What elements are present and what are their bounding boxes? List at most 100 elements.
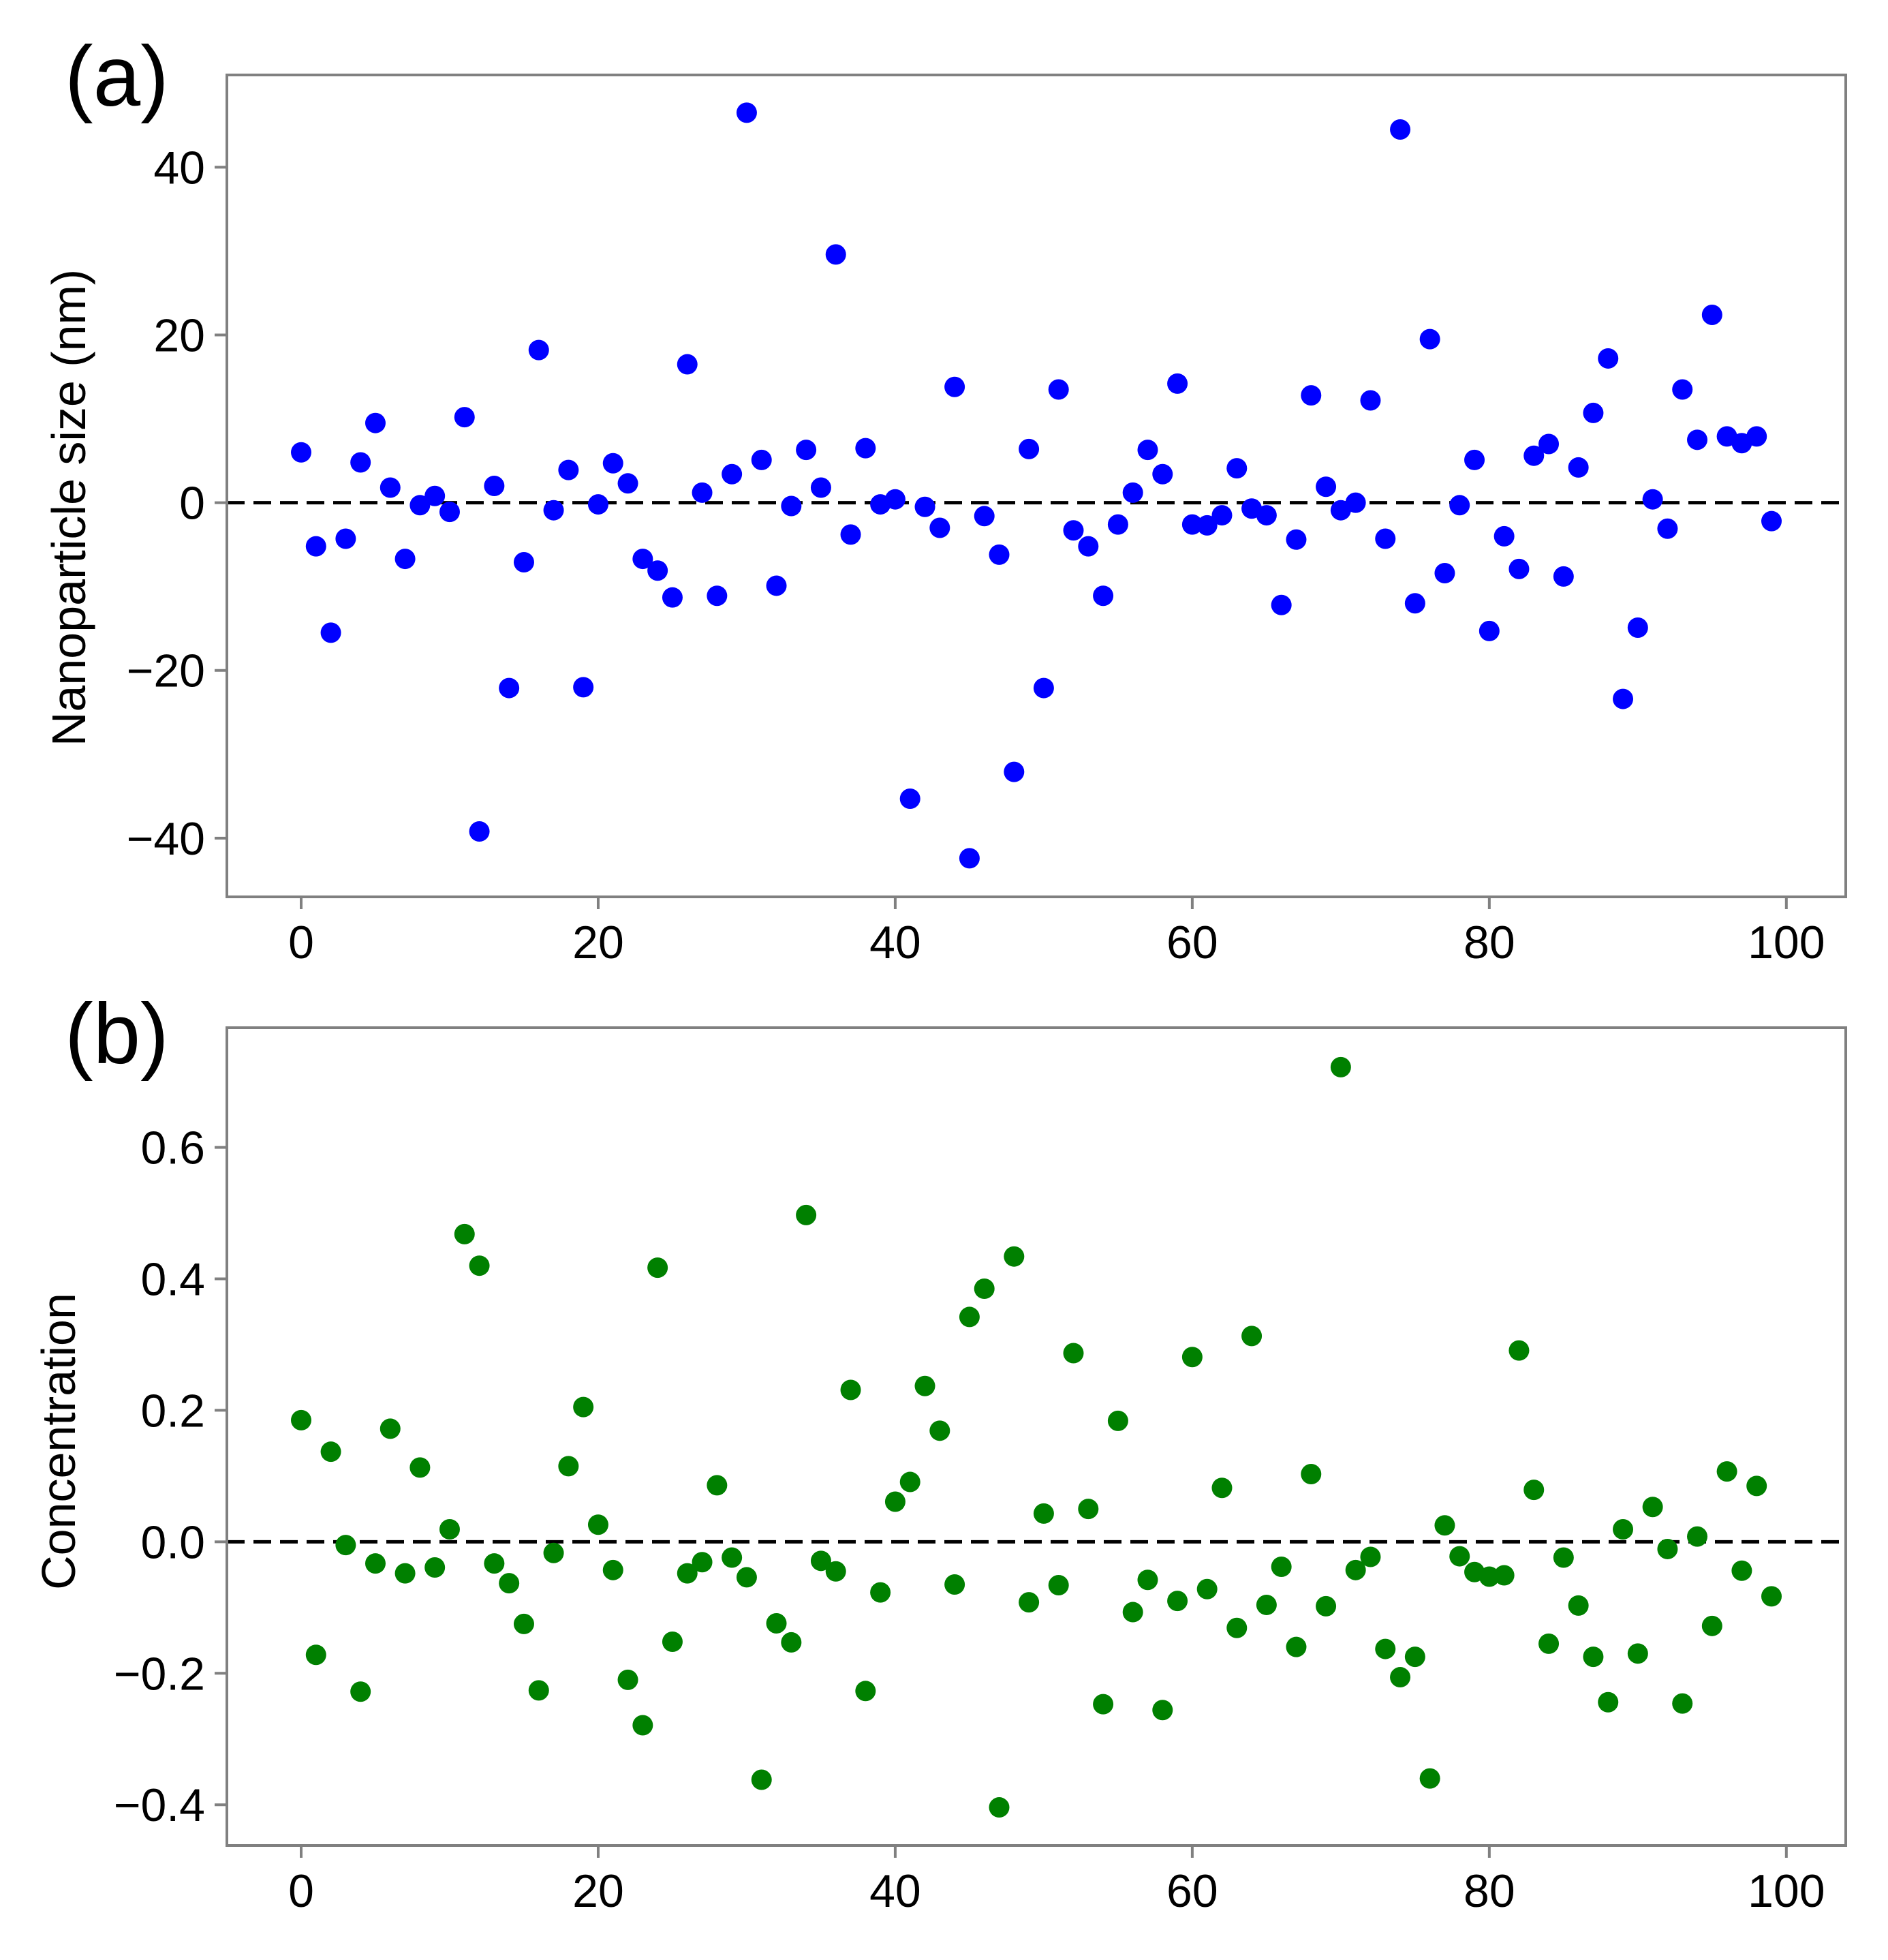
data-point xyxy=(766,1612,787,1634)
x-tick-label: 100 xyxy=(1748,917,1825,968)
data-point xyxy=(1063,520,1084,541)
panel-label-a: (a) xyxy=(65,29,169,124)
y-tick-label: 0.0 xyxy=(140,1516,205,1568)
data-point xyxy=(944,376,965,397)
data-point xyxy=(1360,390,1381,411)
data-point xyxy=(662,1631,683,1652)
data-point xyxy=(1642,1497,1663,1518)
data-point xyxy=(1598,1691,1619,1713)
y-tick-label: 0.6 xyxy=(140,1122,205,1174)
data-point xyxy=(1508,558,1530,579)
data-point xyxy=(1568,1595,1589,1616)
data-point xyxy=(543,1542,564,1563)
data-point xyxy=(1345,492,1366,513)
data-point xyxy=(290,1409,311,1430)
x-tick-label: 0 xyxy=(288,1865,314,1917)
data-point xyxy=(1004,1246,1025,1267)
data-point xyxy=(1464,449,1485,470)
data-point xyxy=(766,575,787,596)
data-point xyxy=(632,1715,653,1736)
panel-label-b: (b) xyxy=(65,987,169,1082)
data-point xyxy=(1523,445,1545,466)
data-point xyxy=(781,495,802,517)
data-point xyxy=(1701,1615,1722,1636)
data-point xyxy=(1716,1461,1737,1482)
data-point xyxy=(1301,1463,1322,1484)
data-point xyxy=(1241,1326,1263,1347)
y-tick-label: −20 xyxy=(127,645,205,697)
data-point xyxy=(1152,463,1173,485)
data-point xyxy=(1494,525,1515,547)
data-point xyxy=(796,440,817,461)
data-point xyxy=(1583,1647,1604,1668)
data-point xyxy=(394,549,416,570)
data-point xyxy=(1196,1578,1218,1599)
x-tick-label: 20 xyxy=(572,1865,624,1917)
data-point xyxy=(350,452,371,473)
data-point xyxy=(1687,1526,1708,1547)
data-point xyxy=(736,102,757,123)
y-tick-label: 0.4 xyxy=(140,1253,205,1305)
data-point xyxy=(722,1547,743,1568)
x-tick-label: 20 xyxy=(572,917,624,968)
data-point xyxy=(499,1573,520,1594)
data-point xyxy=(424,1557,446,1578)
data-point xyxy=(558,459,579,480)
data-point xyxy=(424,485,446,506)
data-point xyxy=(573,1396,594,1418)
data-point xyxy=(1390,1667,1411,1688)
data-point xyxy=(914,1375,935,1396)
data-point xyxy=(1211,1477,1233,1499)
data-point xyxy=(929,1420,950,1441)
x-tick-label: 100 xyxy=(1748,1865,1825,1917)
data-point xyxy=(692,482,713,503)
data-point xyxy=(528,1680,549,1701)
data-point xyxy=(335,1535,356,1556)
y-axis-title-a: Nanoparticle size (nm) xyxy=(42,269,95,746)
data-point xyxy=(677,354,698,375)
data-point xyxy=(781,1632,802,1653)
x-tick-label: 60 xyxy=(1166,917,1218,968)
data-point xyxy=(1078,1499,1099,1520)
data-point xyxy=(439,1519,460,1540)
data-point xyxy=(1627,1643,1648,1664)
data-point xyxy=(1583,402,1604,423)
data-point xyxy=(825,244,846,265)
data-point xyxy=(1523,1480,1545,1501)
data-point xyxy=(736,1567,757,1588)
data-point xyxy=(305,536,326,557)
data-point xyxy=(1553,566,1574,587)
data-point xyxy=(1137,1569,1158,1591)
data-point xyxy=(1211,505,1233,526)
data-point xyxy=(1731,1560,1752,1581)
data-point xyxy=(409,495,431,516)
data-point xyxy=(1107,1410,1128,1431)
data-point xyxy=(825,1561,846,1582)
y-tick-label: 0.2 xyxy=(140,1385,205,1437)
data-point xyxy=(1642,489,1663,510)
data-point xyxy=(647,560,668,581)
y-tick-label: −0.4 xyxy=(114,1779,205,1831)
data-point xyxy=(707,585,728,607)
data-point xyxy=(305,1644,326,1666)
data-point xyxy=(1316,476,1337,497)
data-point xyxy=(796,1204,817,1225)
data-point xyxy=(1286,529,1307,550)
data-point xyxy=(1508,1340,1530,1361)
data-point xyxy=(1181,1347,1203,1368)
data-point xyxy=(1404,1647,1425,1668)
data-point xyxy=(707,1475,728,1496)
data-point xyxy=(632,549,653,570)
data-point xyxy=(1196,515,1218,536)
data-point xyxy=(1375,528,1396,549)
data-point xyxy=(1256,1594,1277,1615)
data-point xyxy=(1419,328,1440,350)
y-tick-label: 40 xyxy=(153,142,205,194)
data-point xyxy=(454,407,475,428)
data-point xyxy=(602,453,623,474)
data-point xyxy=(543,500,564,521)
data-point xyxy=(840,524,861,545)
data-point xyxy=(1627,617,1648,638)
